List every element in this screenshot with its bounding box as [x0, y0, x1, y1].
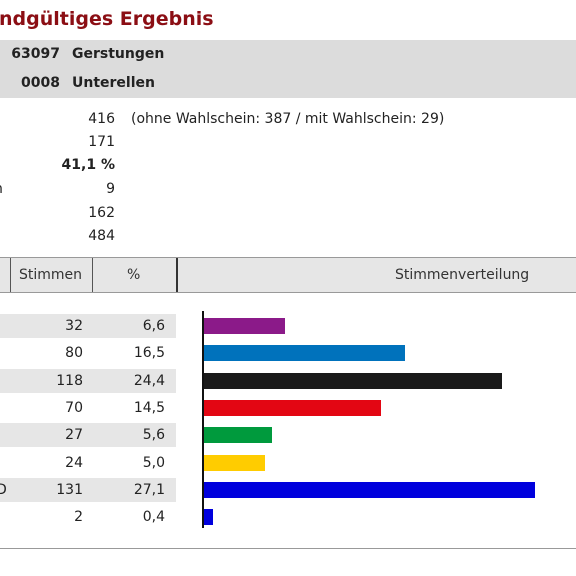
header-distribution: Stimmenverteilung — [395, 267, 530, 283]
chart-bar — [204, 427, 273, 443]
chart-bar — [204, 455, 265, 471]
table-row: 118 24,4 — [0, 369, 576, 393]
stat-row: 484 — [0, 225, 576, 247]
votes-value: 2 — [74, 509, 83, 525]
percent-value: 5,6 — [142, 427, 165, 443]
row-background — [0, 314, 176, 338]
table-row: 2 0,4 — [0, 505, 576, 529]
stat-value: 416 — [88, 111, 115, 127]
votes-value: 27 — [65, 427, 83, 443]
table-bottom-rule — [0, 548, 576, 549]
stat-note: (ohne Wahlschein: 387 / mit Wahlschein: … — [131, 111, 445, 127]
percent-value: 0,4 — [142, 509, 165, 525]
header-percent: % — [127, 267, 141, 283]
percent-value: 14,5 — [133, 400, 165, 416]
row-background — [0, 478, 176, 502]
stat-value: 162 — [88, 205, 115, 221]
votes-value: 131 — [56, 482, 83, 498]
votes-value: 24 — [65, 455, 83, 471]
header-divider — [176, 258, 178, 292]
stat-value: 41,1 % — [61, 157, 115, 173]
percent-value: 6,6 — [142, 318, 165, 334]
stat-row: 162 — [0, 202, 576, 224]
row-background — [0, 423, 176, 447]
table-row: 32 6,6 — [0, 314, 576, 338]
header-divider — [92, 258, 93, 292]
party-label: D — [0, 482, 7, 498]
stat-value: 484 — [88, 228, 115, 244]
header-divider — [10, 258, 11, 292]
stat-label: n — [0, 181, 3, 197]
page-title: Endgültiges Ergebnis — [0, 8, 228, 30]
chart-bar — [204, 482, 535, 498]
table-row: 24 5,0 — [0, 451, 576, 475]
votes-value: 70 — [65, 400, 83, 416]
table-row: 70 14,5 — [0, 396, 576, 420]
percent-value: 24,4 — [133, 373, 165, 389]
stat-value: 171 — [88, 134, 115, 150]
header-votes: Stimmen — [19, 267, 83, 283]
row-background — [0, 369, 176, 393]
votes-value: 118 — [56, 373, 83, 389]
table-row: D 131 27,1 — [0, 478, 576, 502]
stat-row: 41,1 % — [0, 154, 576, 176]
stat-row: 171 — [0, 131, 576, 153]
district-name: Unterellen — [72, 75, 155, 91]
chart-bar — [204, 345, 406, 361]
page-title-text: Endgültiges Ergebnis — [0, 8, 214, 30]
district-number: 0008 — [21, 75, 60, 91]
chart-bar — [204, 373, 502, 389]
district-row: 0008 Unterellen — [0, 69, 576, 98]
table-header: Stimmen % Stimmenverteilung — [0, 257, 576, 293]
chart-bar — [204, 509, 213, 525]
stat-value: 9 — [106, 181, 115, 197]
table-row: 27 5,6 — [0, 423, 576, 447]
percent-value: 27,1 — [133, 482, 165, 498]
percent-value: 5,0 — [142, 455, 165, 471]
votes-value: 32 — [65, 318, 83, 334]
table-row: 80 16,5 — [0, 341, 576, 365]
municipality-row: 63097 Gerstungen — [0, 40, 576, 69]
votes-value: 80 — [65, 345, 83, 361]
municipality-name: Gerstungen — [72, 46, 165, 62]
chart-bar — [204, 318, 285, 334]
stat-row: n9 — [0, 178, 576, 200]
chart-axis — [202, 311, 204, 528]
municipality-number: 63097 — [11, 46, 60, 62]
stat-row: 416 (ohne Wahlschein: 387 / mit Wahlschei… — [0, 108, 576, 130]
percent-value: 16,5 — [133, 345, 165, 361]
chart-bar — [204, 400, 381, 416]
